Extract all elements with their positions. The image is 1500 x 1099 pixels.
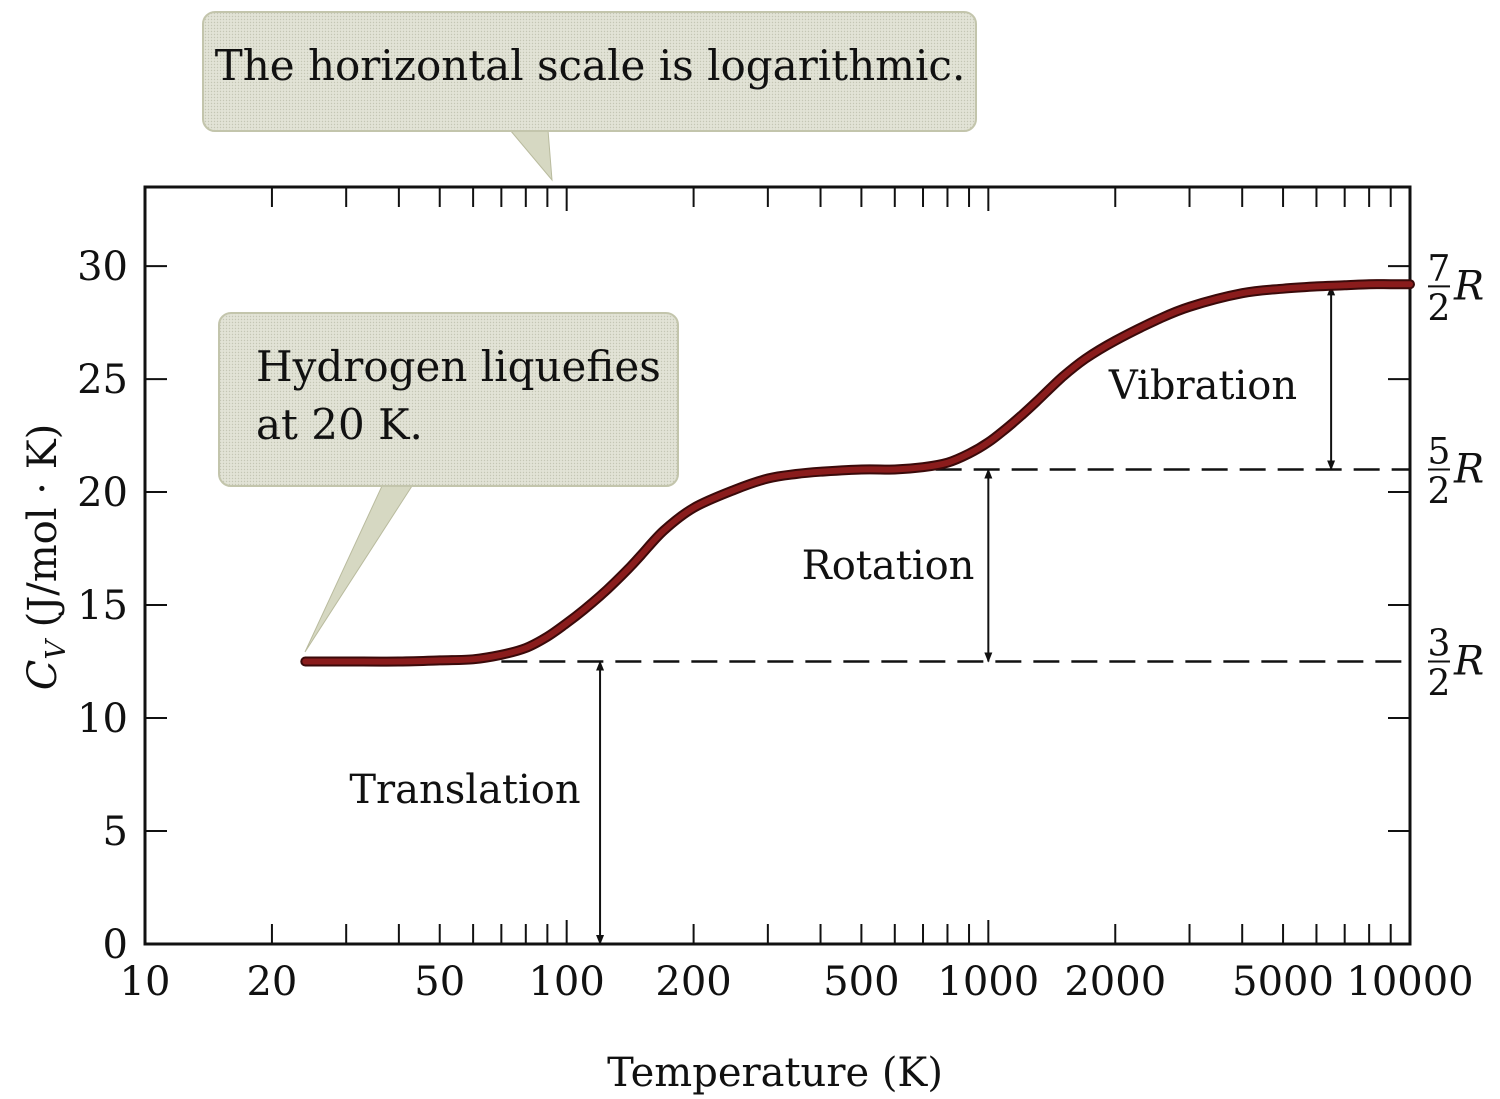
- hydrogen-callout: Hydrogen liquefies at 20 K.: [218, 312, 679, 653]
- log-scale-callout-text: The horizontal scale is logarithmic.: [215, 41, 966, 90]
- r-label-numerator: 7: [1428, 248, 1451, 289]
- r-label-symbol: R: [1453, 263, 1484, 309]
- annotation-arrows: [596, 285, 1336, 945]
- x-tick-label: 50: [414, 959, 465, 1005]
- x-tick-label: 2000: [1064, 959, 1166, 1005]
- r-level-label: 52 R: [1428, 431, 1485, 512]
- y-tick-label: 5: [103, 809, 128, 855]
- y-tick-label: 15: [77, 583, 128, 629]
- y-axis-subscript: V: [41, 638, 72, 660]
- x-tick-label: 20: [246, 959, 297, 1005]
- y-axis-title: CV (J/mol · K): [20, 424, 72, 690]
- y-tick-label: 20: [77, 470, 128, 516]
- x-tick-label: 100: [528, 959, 604, 1005]
- y-tick-label: 10: [77, 696, 128, 742]
- x-tick-label: 5000: [1232, 959, 1334, 1005]
- axis-ticks: [145, 187, 1410, 944]
- r-level-label: 32 R: [1428, 624, 1485, 705]
- y-axis-unit: (J/mol · K): [20, 424, 66, 640]
- x-tick-labels: 10 20 50 100 200 500 1000 2000 5000 10000: [120, 959, 1474, 1005]
- r-label-symbol: R: [1453, 639, 1484, 685]
- translation-label: Translation: [349, 767, 580, 813]
- hydrogen-callout-line-2: at 20 K.: [256, 400, 423, 449]
- log-scale-callout: The horizontal scale is logarithmic.: [202, 11, 977, 182]
- y-axis-symbol: C: [20, 660, 66, 691]
- x-axis-title: Temperature (K): [607, 1050, 943, 1096]
- r-label-numerator: 5: [1428, 431, 1451, 472]
- r-label-numerator: 3: [1428, 624, 1451, 665]
- r-label-symbol: R: [1453, 446, 1484, 492]
- x-tick-label: 200: [655, 959, 731, 1005]
- y-tick-label: 30: [77, 244, 128, 290]
- r-labels: 32 R52 R72 R: [1428, 248, 1485, 704]
- series-layer: [300, 279, 1415, 667]
- y-tick-labels: 0 5 10 15 20 25 30: [77, 244, 128, 968]
- r-level-label: 72 R: [1428, 248, 1485, 329]
- r-label-denominator: 2: [1428, 664, 1451, 705]
- r-label-denominator: 2: [1428, 471, 1451, 512]
- x-tick-label: 500: [823, 959, 899, 1005]
- r-label-denominator: 2: [1428, 288, 1451, 329]
- x-tick-label: 10000: [1346, 959, 1473, 1005]
- cv-curve: [302, 281, 1413, 665]
- x-tick-label: 1000: [937, 959, 1039, 1005]
- vibration-label: Vibration: [1108, 363, 1297, 409]
- hydrogen-callout-line-1: Hydrogen liquefies: [256, 342, 661, 391]
- plot-frame: [143, 185, 1412, 946]
- x-tick-label: 10: [120, 959, 171, 1005]
- y-tick-label: 0: [103, 922, 128, 968]
- rotation-label: Rotation: [802, 543, 975, 589]
- y-tick-label: 25: [77, 357, 128, 403]
